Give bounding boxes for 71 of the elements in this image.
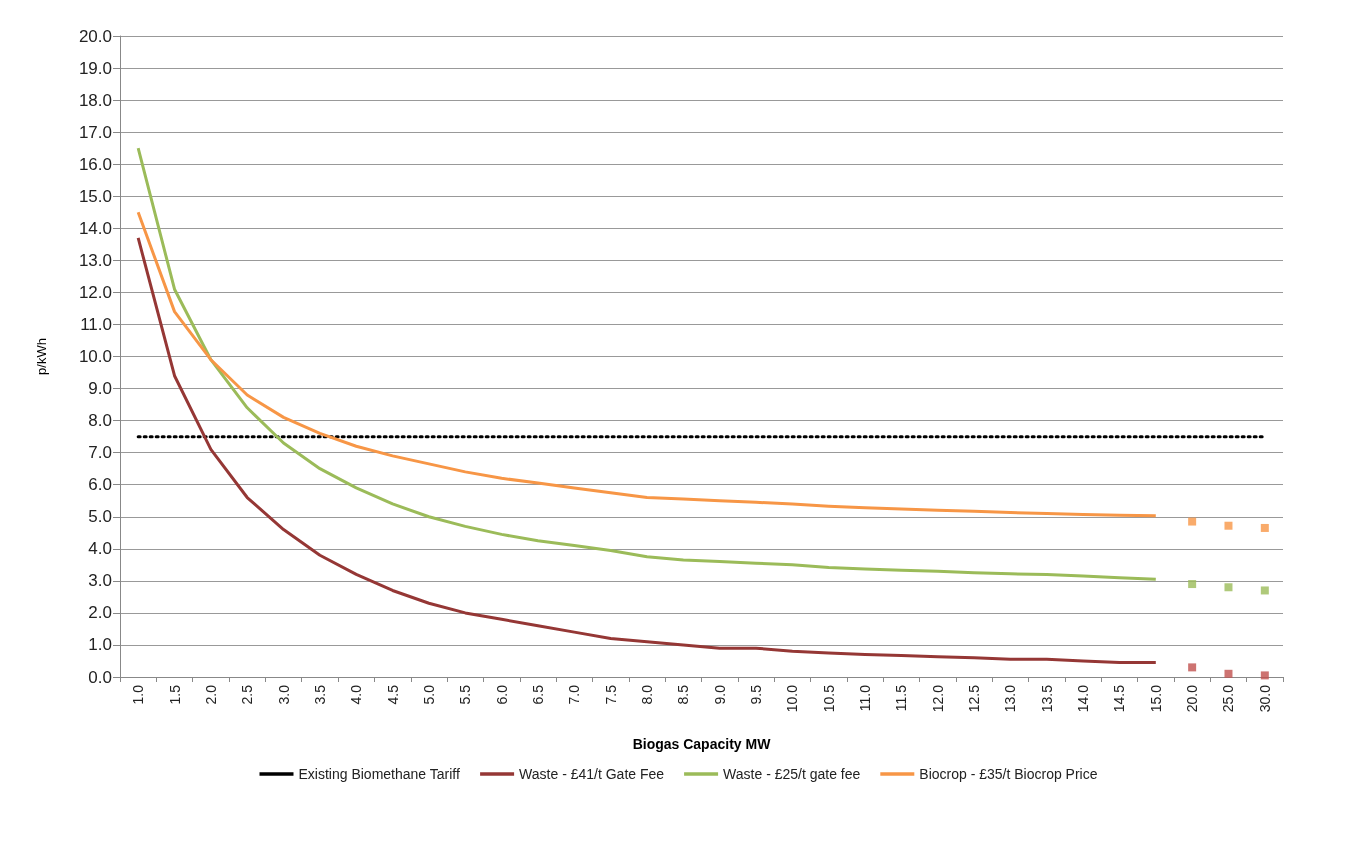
point [1260,671,1269,680]
point [1260,523,1269,532]
y-tick-label: 8.0 [88,411,112,431]
x-tick-label: 12.5 [966,684,983,713]
x-tick-label: 14.5 [1111,684,1128,713]
point [1188,517,1197,526]
y-tick-label: 14.0 [78,218,112,238]
y-axis-title: p/kWh [34,338,49,375]
y-tick-label: 0.0 [88,667,112,687]
y-tick-label: 13.0 [78,250,112,270]
legend-label: Biocrop - £35/t Biocrop Price [919,766,1098,782]
x-tick-label: 2.5 [239,684,256,705]
y-tick-label: 7.0 [88,443,112,463]
x-tick-label: 3.0 [275,684,292,705]
x-tick-label: 6.5 [529,684,546,705]
legend-label: Waste - £41/t Gate Fee [519,766,665,782]
y-tick-label: 20.0 [78,26,112,46]
y-tick-label: 17.0 [78,122,112,142]
y-tick-label: 4.0 [88,539,112,559]
x-tick-label: 14.0 [1075,684,1092,713]
legend-label: Existing Biomethane Tariff [298,766,460,782]
y-tick-label: 10.0 [78,347,112,366]
y-tick-label: 12.0 [78,282,112,302]
x-tick-label: 8.5 [675,684,692,705]
x-tick-label: 1.0 [130,684,147,705]
y-tick-label: 3.0 [88,571,112,591]
x-tick-label: 12.0 [929,684,946,713]
line-series [136,236,1158,665]
line-series [136,210,1158,518]
x-tick-label: 4.0 [348,684,365,705]
y-tick-label: 5.0 [88,507,112,527]
y-tick-label: 15.0 [78,186,112,206]
point [1188,580,1197,589]
x-tick-label: 3.5 [311,684,328,705]
line-series [136,146,1158,581]
y-tick-label: 2.0 [88,603,112,623]
y-tick-label: 19.0 [78,58,112,78]
x-tick-label: 9.0 [711,684,728,705]
point [1224,669,1233,678]
x-tick-label: 15.0 [1147,684,1164,713]
x-tick-label: 4.5 [384,684,401,705]
y-tick-label: 11.0 [80,314,112,334]
x-tick-label: 9.5 [748,684,765,705]
x-tick-label: 5.5 [457,684,474,705]
y-tick-label: 16.0 [78,154,112,174]
x-tick-label: 8.0 [638,684,655,705]
x-tick-label: 6.0 [493,684,510,705]
y-tick-label: 18.0 [78,90,112,110]
point [1224,521,1233,530]
x-tick-label: 10.5 [820,684,837,713]
x-tick-label: 13.0 [1002,684,1019,713]
x-tick-label: 13.5 [1038,684,1055,713]
x-tick-label: 11.0 [857,684,874,712]
x-tick-label: 11.5 [893,684,910,712]
x-tick-label: 1.5 [166,684,183,705]
x-tick-label: 2.0 [202,684,219,705]
point [1188,663,1197,672]
x-axis-title: Biogas Capacity MW [632,736,772,752]
x-tick-label: 25.0 [1220,684,1237,713]
y-tick-label: 1.0 [88,635,112,655]
y-tick-label: 9.0 [88,379,112,399]
point [1260,586,1269,595]
legend-label: Waste - £25/t gate fee [723,766,861,782]
x-tick-label: 7.5 [602,684,619,705]
point [1224,583,1233,592]
y-tick-label: 6.0 [88,475,112,495]
x-tick-label: 5.0 [420,684,437,705]
x-tick-label: 30.0 [1256,684,1273,713]
x-tick-label: 10.0 [784,684,801,713]
x-tick-label: 7.0 [566,684,583,705]
x-tick-label: 20.0 [1184,684,1201,713]
